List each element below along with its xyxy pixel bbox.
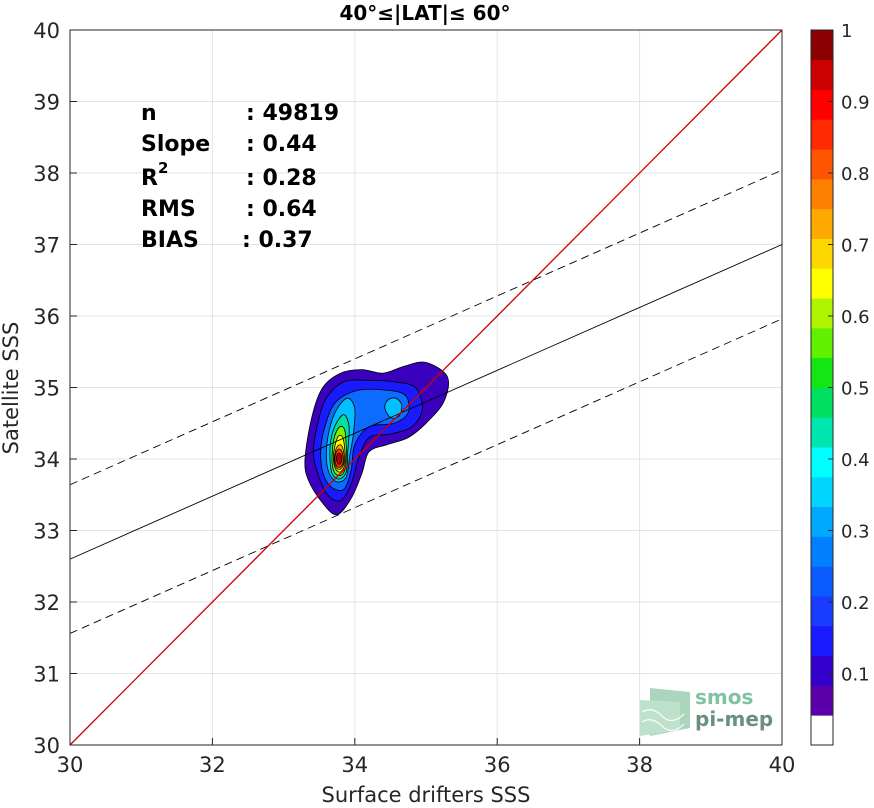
y-tick-label: 33 (33, 520, 60, 544)
colorbar-segment (811, 715, 833, 746)
colorbar-segment (811, 387, 833, 418)
colorbar-segment (811, 178, 833, 210)
logo: smos pi-mep (640, 685, 773, 736)
logo-text-line2: pi-mep (695, 707, 773, 731)
y-tick-label: 37 (33, 234, 60, 258)
y-tick-label: 30 (33, 734, 60, 758)
logo-mark-icon (640, 688, 690, 736)
colorbar-segment (811, 119, 833, 150)
colorbar-segment (811, 149, 833, 180)
colorbar-segment (811, 566, 833, 597)
colorbar-segment (811, 596, 833, 627)
y-tick-label: 36 (33, 305, 60, 329)
colorbar-tick-label: 0.4 (841, 450, 870, 471)
colorbar-segment (811, 625, 833, 657)
colorbar-segment (811, 506, 833, 537)
stat-value: : 0.44 (246, 132, 317, 157)
density-contours (304, 361, 449, 516)
y-axis-ticks: 30 31 32 33 34 35 36 37 38 39 40 (33, 19, 77, 758)
colorbar-tick-label: 0.8 (841, 164, 870, 185)
y-tick-label: 40 (33, 19, 60, 43)
stat-label: BIAS (141, 228, 199, 253)
plot-area: 30 32 34 36 38 40 30 31 32 33 34 35 36 37 38 39 40 (33, 19, 795, 777)
stat-value: : 0.28 (246, 166, 317, 191)
colorbar-segment (811, 89, 833, 120)
colorbar-segment (811, 268, 833, 299)
colorbar-segment (811, 685, 833, 716)
contour-level-10 (335, 453, 343, 465)
x-tick-label: 38 (626, 753, 653, 777)
colorbar-segment (811, 417, 833, 448)
x-tick-label: 36 (484, 753, 511, 777)
colorbar-segment (811, 59, 833, 90)
y-tick-label: 39 (33, 91, 60, 115)
colorbar-segment (811, 30, 833, 61)
x-tick-label: 40 (769, 753, 796, 777)
stat-label: RMS (141, 197, 196, 222)
x-tick-label: 34 (341, 753, 368, 777)
identity-line (69, 29, 783, 746)
colorbar-tick-label: 0.6 (841, 307, 870, 328)
colorbar-tick-label: 1 (841, 21, 852, 42)
y-tick-label: 31 (33, 663, 60, 687)
colorbar-segment (811, 298, 833, 329)
y-axis-label: Satellite SSS (0, 322, 23, 455)
stat-value: : 0.37 (242, 228, 313, 253)
x-tick-label: 30 (57, 753, 84, 777)
fit-line (69, 244, 783, 560)
colorbar-segment (811, 208, 833, 239)
colorbar-segment (811, 447, 833, 478)
x-axis-ticks: 30 32 34 36 38 40 (57, 738, 796, 777)
regression-lines (69, 29, 783, 746)
y-tick-label: 32 (33, 591, 60, 615)
grid (69, 29, 783, 746)
y-tick-label: 35 (33, 377, 60, 401)
colorbar: 0.1 0.2 0.3 0.4 0.5 0.6 0.7 0.8 0.9 1 (810, 21, 870, 746)
colorbar-tick-label: 0.1 (841, 665, 870, 686)
logo-text-line1: smos (695, 685, 753, 709)
colorbar-tick-label: 0.5 (841, 379, 870, 400)
colorbar-segment (811, 357, 833, 388)
y-tick-label: 34 (33, 448, 60, 472)
x-tick-label: 32 (199, 753, 226, 777)
y-tick-label: 38 (33, 162, 60, 186)
stat-superscript: 2 (158, 159, 168, 177)
stat-label: Slope (141, 132, 210, 157)
stat-value: : 49819 (246, 101, 339, 126)
colorbar-segment (811, 536, 833, 567)
colorbar-segment (811, 476, 833, 508)
x-axis-label: Surface drifters SSS (322, 783, 531, 807)
stat-value: : 0.64 (246, 197, 317, 222)
colorbar-segment (811, 327, 833, 359)
colorbar-segment (811, 238, 833, 269)
colorbar-tick-label: 0.3 (841, 522, 870, 543)
chart-title: 40°≤|LAT|≤ 60° (339, 1, 510, 25)
colorbar-tick-label: 0.7 (841, 236, 870, 257)
colorbar-tick-label: 0.9 (841, 93, 870, 114)
colorbar-tick-label: 0.2 (841, 593, 870, 614)
colorbar-segment (811, 655, 833, 686)
stat-label: n (141, 101, 157, 126)
